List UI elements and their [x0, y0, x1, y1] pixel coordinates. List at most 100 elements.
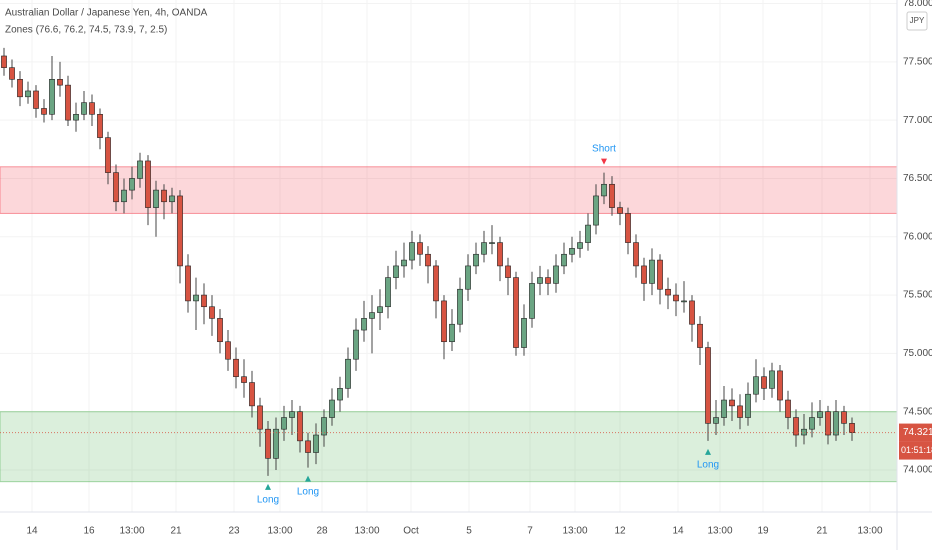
candle-body: [569, 248, 575, 255]
candle-body: [73, 113, 79, 121]
last-price-box: [899, 423, 932, 442]
x-tick-label: 19: [757, 526, 769, 537]
candle-body: [177, 195, 183, 267]
candle-body: [193, 294, 199, 302]
candle-body: [225, 341, 231, 360]
candle-body: [89, 102, 95, 115]
candle-body: [233, 358, 239, 378]
candle-body: [665, 288, 671, 296]
candle-body: [321, 417, 327, 436]
candle-body: [313, 434, 319, 453]
candle-body: [49, 79, 55, 115]
indicator-label: Zones (76.6, 76.2, 74.5, 73.9, 7, 2.5): [5, 25, 167, 36]
candle-body: [625, 213, 631, 243]
candle-body: [769, 370, 775, 389]
candle-body: [497, 242, 503, 267]
candle-body: [817, 411, 823, 418]
signal-label: Long: [297, 486, 319, 497]
candle-body: [593, 195, 599, 226]
candle-body: [57, 79, 63, 86]
chart-title: Australian Dollar / Japanese Yen, 4h, OA…: [5, 8, 208, 19]
candle-body: [849, 423, 855, 433]
y-tick-label: 78.000: [903, 0, 932, 9]
candle-body: [521, 318, 527, 348]
candle-body: [649, 259, 655, 284]
x-tick-label: 13:00: [707, 526, 732, 537]
candle-body: [217, 318, 223, 343]
candle-body: [505, 265, 511, 278]
candle-body: [641, 265, 647, 284]
candle-body: [337, 388, 343, 401]
candle-body: [753, 376, 759, 395]
candle-body: [329, 399, 335, 418]
currency[interactable]: JPY: [910, 16, 925, 25]
plot: Long Long Short Long: [0, 0, 898, 512]
candle-body: [273, 428, 279, 459]
candle-body: [361, 318, 367, 331]
candle-body: [833, 411, 839, 436]
last-price-label: 74.321: [903, 427, 932, 438]
candle-body: [297, 411, 303, 442]
candle-body: [737, 405, 743, 418]
candle-body: [169, 195, 175, 203]
candle-body: [793, 417, 799, 436]
x-tick-label: 5: [466, 526, 472, 537]
candle-body: [745, 393, 751, 418]
candle-body: [777, 370, 783, 401]
candle-body: [281, 417, 287, 430]
candle-body: [289, 411, 295, 418]
candle-body: [25, 90, 31, 98]
x-tick-label: Oct: [403, 526, 419, 537]
candle-body: [473, 253, 479, 267]
candle-body: [441, 300, 447, 343]
candle-body: [145, 160, 151, 208]
x-tick-label: 21: [170, 526, 182, 537]
zone: [0, 411, 898, 483]
candle-body: [425, 253, 431, 267]
x-tick-label: 13:00: [267, 526, 292, 537]
candle-body: [433, 265, 439, 302]
candle-body: [305, 440, 311, 453]
candle-body: [785, 399, 791, 418]
candle-body: [81, 102, 87, 115]
candle-body: [129, 178, 135, 191]
candle-body: [457, 288, 463, 325]
candle-body: [681, 300, 687, 303]
candle-body: [241, 376, 247, 383]
candle-body: [601, 183, 607, 197]
candle-body: [537, 277, 543, 284]
signal-arrow: [265, 483, 271, 490]
y-tick-label: 74.500: [903, 406, 932, 417]
candle-body: [513, 277, 519, 348]
candle-body: [161, 189, 167, 203]
candle-body: [609, 183, 615, 208]
candle-body: [209, 306, 215, 319]
signal-arrow: [305, 475, 311, 482]
y-tick-label: 77.500: [903, 56, 932, 67]
candle-body: [529, 283, 535, 319]
x-tick-label: 13:00: [857, 526, 882, 537]
candle-body: [633, 242, 639, 267]
countdown-label: 01:51:18: [901, 445, 932, 455]
currency-box[interactable]: [906, 11, 928, 31]
candle-body: [617, 207, 623, 214]
candle-body: [257, 405, 263, 430]
candle-body: [393, 265, 399, 278]
candle-body: [185, 265, 191, 302]
candle-body: [465, 265, 471, 290]
candle-body: [113, 172, 119, 203]
y-tick-label: 76.500: [903, 173, 932, 184]
x-tick-label: 28: [316, 526, 328, 537]
candle-body: [657, 259, 663, 290]
candle-body: [369, 312, 375, 319]
x-tick-label: 13:00: [354, 526, 379, 537]
candle-body: [449, 323, 455, 343]
x-tick-label: 13:00: [119, 526, 144, 537]
candle-body: [545, 277, 551, 284]
countdown-box: [899, 441, 932, 460]
candle-body: [97, 113, 103, 138]
candle-body: [9, 67, 15, 80]
candle-body: [721, 399, 727, 418]
candle-body: [481, 242, 487, 255]
